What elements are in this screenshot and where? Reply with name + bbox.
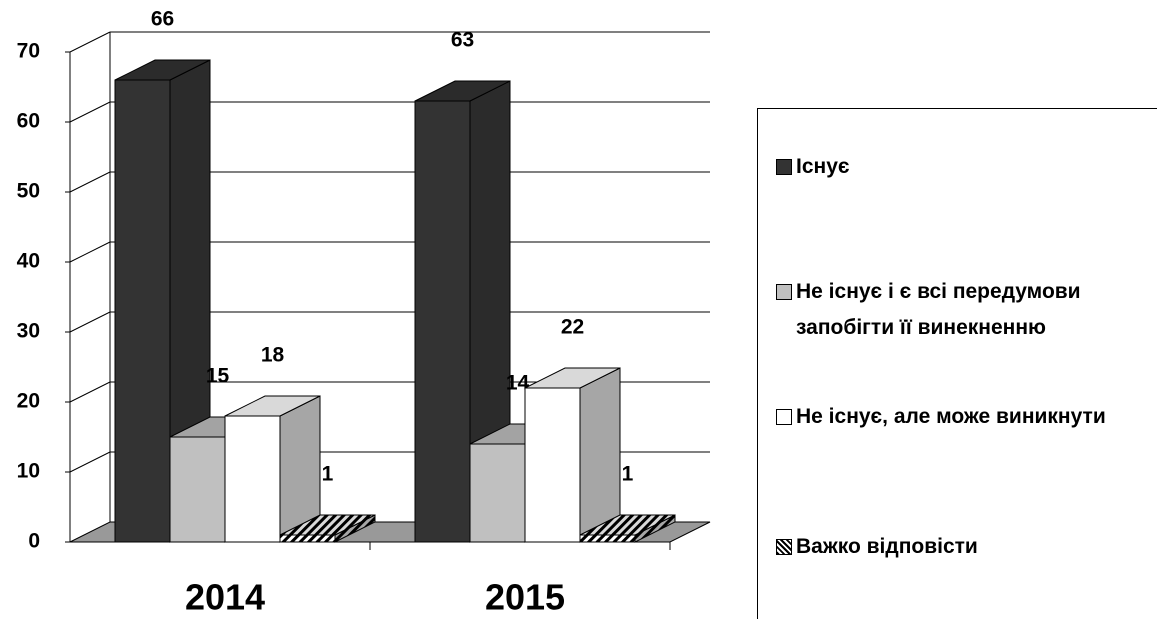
- y-tick-label: 20: [17, 390, 40, 413]
- bar-side-shade: [470, 81, 510, 542]
- y-tick-label: 30: [17, 320, 40, 343]
- data-label: 66: [151, 8, 174, 31]
- bar-side-shade: [635, 515, 675, 542]
- legend-item: Не існує і є всі передумови запобігти її…: [776, 274, 1146, 346]
- y-tick-label: 50: [17, 180, 40, 203]
- data-label: 14: [506, 372, 530, 395]
- data-label: 1: [622, 463, 634, 486]
- data-label: 22: [561, 316, 584, 339]
- data-label: 18: [261, 344, 285, 367]
- grid-line: [69, 451, 111, 473]
- chart: 0 10 20 30 40 50 60 70 2014 66 15 18 1 2015 63 14 22 1: [17, 8, 711, 618]
- grid-line: [69, 101, 111, 123]
- legend-label: Не існує і є всі передумови запобігти її…: [796, 280, 1081, 339]
- data-label: 63: [451, 29, 474, 52]
- grid-line: [69, 241, 111, 263]
- y-tick-label: 40: [17, 250, 40, 273]
- legend-item: Не існує, але може виникнути: [776, 399, 1146, 435]
- legend-swatch: [776, 284, 792, 300]
- legend-swatch: [776, 159, 792, 175]
- bar: [279, 534, 336, 543]
- legend-item: Важко відповісти: [776, 529, 1146, 565]
- bar-top-shade: [115, 60, 210, 80]
- bar-side-shade: [335, 515, 375, 542]
- bar: [469, 443, 526, 543]
- bar: [414, 100, 471, 543]
- grid-line: [69, 31, 111, 53]
- bar-top-shade: [225, 396, 320, 416]
- y-tick-label: 10: [17, 460, 40, 483]
- bar-top-shade: [415, 81, 510, 101]
- grid-line: [69, 171, 111, 193]
- legend-item: Існує: [776, 149, 1146, 185]
- grid-line: [69, 311, 111, 333]
- legend-label: Важко відповісти: [796, 535, 978, 558]
- data-label: 1: [322, 463, 334, 486]
- x-tick-label: 2014: [185, 577, 265, 618]
- bar-side-shade: [280, 396, 320, 542]
- bar-top-shade: [280, 515, 375, 535]
- bar: [224, 415, 281, 543]
- bar: [169, 436, 226, 543]
- y-tick-label: 70: [17, 40, 40, 63]
- data-label: 15: [206, 365, 230, 388]
- bar-top-shade: [580, 515, 675, 535]
- bar: [114, 79, 171, 543]
- bar-top-shade: [525, 368, 620, 388]
- bar: [579, 534, 636, 543]
- legend-label: Існує: [796, 155, 850, 178]
- y-tick-label: 0: [28, 530, 40, 553]
- grid-line: [69, 381, 111, 403]
- legend: Існує Не існує і є всі передумови запобіг…: [757, 108, 1157, 619]
- x-tick-label: 2015: [485, 577, 565, 618]
- legend-label: Не існує, але може виникнути: [796, 405, 1106, 428]
- bar-side-shade: [580, 368, 620, 542]
- legend-swatch: [776, 539, 792, 555]
- y-tick-label: 60: [17, 110, 40, 133]
- bar: [524, 387, 581, 543]
- legend-swatch: [776, 409, 792, 425]
